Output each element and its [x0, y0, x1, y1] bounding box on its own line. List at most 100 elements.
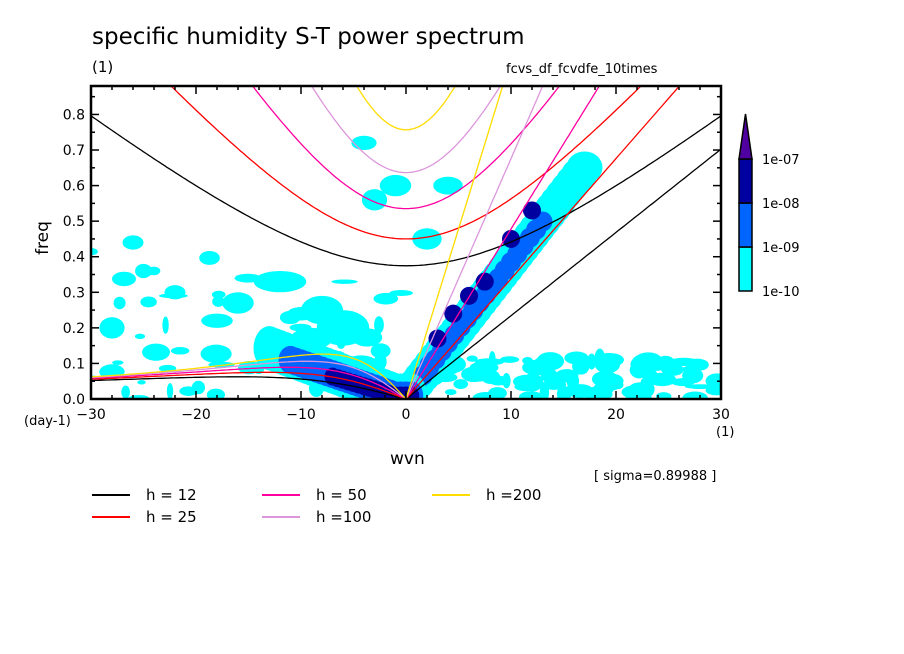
contour-patch: [135, 263, 152, 279]
colorbar-segment: [738, 202, 753, 248]
ridge-peak: [444, 304, 463, 323]
contour-patch: [535, 356, 564, 364]
dispersion-curve-ig-h12: [91, 115, 721, 267]
contour-patch: [466, 355, 478, 362]
contour-patch: [121, 385, 130, 399]
dispersion-curve-ig-h50: [251, 86, 561, 210]
dispersion-curve-ig-h200: [355, 86, 457, 131]
ridge-peak: [475, 272, 494, 291]
contour-patch: [649, 356, 665, 371]
contour-patch: [122, 235, 144, 250]
contour-patch: [684, 384, 717, 389]
dispersion-curve-kelvin-h100: [405, 86, 544, 399]
ridge-peak: [428, 329, 447, 348]
contour-patch: [522, 357, 533, 365]
contour-patch: [212, 296, 225, 307]
dispersion-curve-er-h50: [91, 366, 407, 399]
y-tick-label: 0.0: [63, 392, 85, 408]
contour-patch: [199, 250, 220, 265]
dispersion-curve-kelvin-h12: [405, 148, 721, 399]
legend-label: h = 12: [146, 486, 197, 504]
x-tick-label: −20: [181, 407, 211, 423]
dispersion-curve-ig-h100: [310, 86, 502, 174]
y-axis-unit: (day-1): [24, 414, 71, 429]
contour-patch: [222, 292, 254, 314]
legend-swatch: [92, 516, 130, 518]
x-tick-label: −10: [286, 407, 316, 423]
contour-patch: [566, 151, 603, 184]
contour-patch: [488, 375, 509, 386]
contour-patch: [374, 316, 384, 334]
y-tick-label: 0.2: [63, 321, 85, 337]
dispersion-curve-kelvin-h25: [405, 86, 681, 399]
contour-patch: [91, 247, 98, 256]
dispersion-curve-er-h12: [91, 376, 407, 399]
contour-patch: [200, 344, 232, 364]
contour-fills: [91, 135, 721, 399]
legend-item: h = 25: [92, 508, 197, 526]
legend-swatch: [262, 494, 300, 496]
colorbar-extend-arrow: [738, 113, 753, 160]
legend-label: h = 25: [146, 508, 197, 526]
contour-patch: [527, 362, 541, 371]
contour-patch: [134, 333, 146, 340]
contour-patch: [162, 316, 169, 334]
contour-patch: [166, 383, 174, 399]
colorbar-segment: [738, 158, 753, 204]
contour-patch: [469, 361, 499, 374]
dispersion-curve-kelvin-h200: [405, 86, 504, 399]
contour-patch: [591, 371, 619, 388]
contour-patch: [566, 384, 594, 399]
colorbar: 1e-10 1e-09 1e-08 1e-07: [738, 113, 800, 300]
contour-patch: [594, 355, 621, 374]
colorbar-segment: [738, 246, 753, 292]
chart-subtitle-right: fcvs_df_fcvdfe_10times: [506, 62, 658, 77]
dispersion-curve-er-h100: [91, 360, 407, 399]
contour-patch: [389, 290, 413, 297]
dispersion-curve-ig-h25: [170, 86, 642, 240]
contour-patch: [99, 317, 125, 339]
contour-patch: [201, 313, 233, 328]
legend-item: h = 12: [92, 486, 197, 504]
y-tick-label: 0.8: [63, 107, 85, 123]
contour-patch: [539, 383, 550, 399]
legend-swatch: [92, 494, 130, 496]
contour-patch: [179, 386, 198, 396]
contour-patch: [668, 357, 699, 366]
contour-patch: [137, 380, 146, 385]
contour-patch: [540, 369, 553, 382]
contour-patch: [111, 271, 136, 287]
contour-patch: [164, 285, 186, 300]
y-tick-label: 0.3: [63, 285, 85, 301]
colorbar-label: 1e-10: [762, 285, 800, 300]
contour-patch: [630, 358, 643, 371]
contour-patch: [351, 135, 377, 151]
contour-patch: [211, 290, 226, 299]
contour-patch: [206, 388, 225, 399]
contour-patch: [140, 296, 157, 308]
x-tick-label: 20: [607, 407, 625, 423]
y-tick-label: 0.4: [63, 250, 85, 266]
contour-patch: [564, 351, 589, 365]
contour-patch: [373, 292, 399, 305]
x-tick-label: 10: [502, 407, 520, 423]
contour-patch: [112, 360, 124, 365]
chart-subtitle-left: (1): [92, 58, 114, 76]
contour-patch: [621, 385, 650, 399]
chart-title: specific humidity S-T power spectrum: [92, 24, 525, 50]
contour-patch: [253, 270, 307, 293]
contour-patch: [682, 367, 704, 384]
colorbar-label: 1e-09: [762, 241, 800, 256]
colorbar-label: 1e-07: [762, 153, 800, 168]
x-tick-label: −30: [76, 407, 106, 423]
contour-patch: [142, 343, 170, 361]
dispersion-curve-kelvin-h50: [405, 86, 601, 399]
contour-patch: [519, 391, 543, 399]
y-tick-label: 0.1: [63, 356, 85, 372]
axis-ticks: −30 −20 −10 0 10 20 30 0.0 0.1 0.2 0.3 0.4 0.5 0.6 0.7…: [63, 86, 730, 423]
y-tick-label: 0.7: [63, 143, 85, 159]
contour-patch: [370, 343, 391, 359]
legend-label: h =200: [486, 486, 542, 504]
dispersion-curve-er-h25: [91, 371, 407, 399]
